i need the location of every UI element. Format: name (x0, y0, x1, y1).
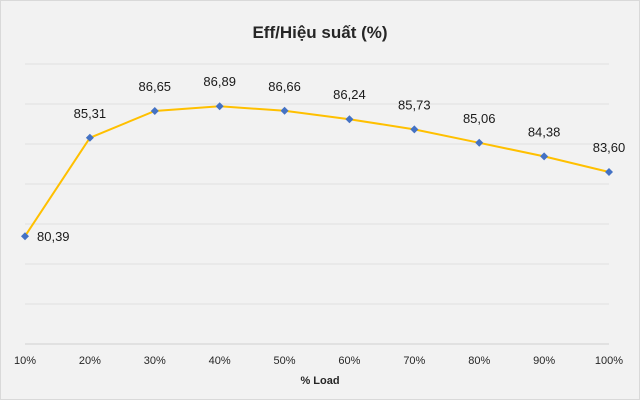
data-labels: 80,39 85,31 86,65 86,89 86,66 86,24 85,73 85,06… (37, 74, 625, 244)
data-point-marker (540, 152, 549, 161)
x-tick-label: 40% (209, 355, 231, 367)
data-markers (21, 102, 613, 241)
data-point-marker (475, 138, 484, 147)
data-point-marker (21, 232, 29, 241)
data-label: 86,65 (139, 79, 172, 94)
x-axis-ticks: 10% 20% 30% 40% 50% 60% 70% 80% 90% 100% (14, 355, 623, 367)
data-label: 84,38 (528, 124, 561, 139)
x-axis-label: % Load (300, 375, 339, 387)
data-point-marker (605, 168, 613, 176)
data-label: 85,06 (463, 111, 496, 126)
data-point-marker (215, 102, 224, 111)
data-label: 86,66 (268, 79, 301, 94)
data-point-marker (85, 133, 94, 142)
x-tick-label: 60% (338, 355, 360, 367)
data-label: 83,60 (593, 140, 626, 155)
data-point-marker (150, 107, 159, 115)
data-label: 86,24 (333, 87, 366, 102)
data-label: 80,39 (37, 229, 70, 244)
chart-title: Eff/Hiệu suất (%) (252, 23, 387, 42)
data-point-marker (410, 125, 419, 134)
x-tick-label: 10% (14, 355, 36, 367)
data-label: 85,31 (74, 106, 107, 121)
series-line (24, 105, 610, 237)
x-tick-label: 70% (403, 355, 425, 367)
x-tick-label: 20% (79, 355, 101, 367)
data-point-marker (280, 106, 289, 115)
x-tick-label: 90% (533, 355, 555, 367)
data-label: 86,89 (203, 74, 236, 89)
x-tick-label: 80% (468, 355, 490, 367)
data-label: 85,73 (398, 97, 431, 112)
x-tick-label: 50% (274, 355, 296, 367)
x-tick-label: 30% (144, 355, 166, 367)
data-point-marker (345, 115, 354, 124)
gridlines (25, 63, 609, 305)
x-tick-label: 100% (595, 355, 623, 367)
